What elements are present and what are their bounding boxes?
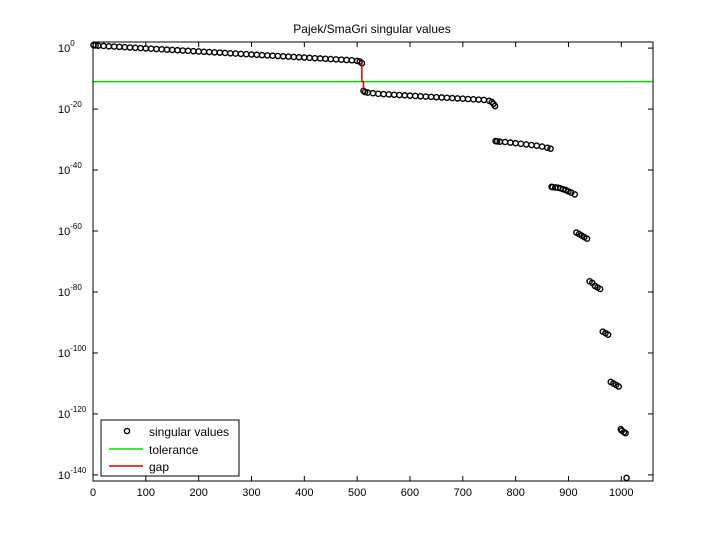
y-tick-label: 100 [58,39,75,55]
x-tick-label: 700 [454,487,472,499]
axes-box [92,41,654,482]
y-tick-label: 10-80 [58,283,82,299]
singular-value-point [571,191,579,198]
singular-value-point [544,144,551,152]
x-tick-label: 100 [137,487,155,499]
axes: 0 100 200 300 400 500 600 700 800 900 1000 100 10-20… [58,39,654,499]
x-tick-label: 0 [90,487,96,499]
y-tick-label: 10-100 [58,344,87,360]
x-tick-label: 900 [559,487,577,499]
singular-value-point [547,145,554,153]
singular-value-point [622,429,629,437]
y-tick-label: 10-40 [58,161,82,177]
x-tick-label: 1000 [609,487,633,499]
legend-label-singular-values: singular values [149,425,229,439]
x-tick-label: 400 [295,487,313,499]
legend-label-gap: gap [149,460,169,474]
singular-value-point [615,383,622,390]
x-tick-label: 300 [242,487,260,499]
singular-value-point [583,235,591,242]
singular-value-point [493,138,501,145]
y-tick-label: 10-120 [58,405,87,421]
y-tick-label: 10-60 [58,222,82,238]
x-tick-label: 800 [506,487,524,499]
y-tick-label: 10-140 [58,466,87,482]
x-tick-label: 200 [189,487,207,499]
chart-title: Pajek/SmaGri singular values [293,22,450,36]
x-tick-label: 600 [401,487,419,499]
singular-value-point [596,285,604,293]
legend: singular values tolerance gap [100,419,240,477]
legend-marker-singular-values [123,427,131,435]
y-tick-label: 10-20 [58,100,82,116]
singular-value-point [604,331,612,338]
singular-value-point [491,102,499,110]
singular-value-point [361,88,369,96]
x-tick-label: 500 [348,487,366,499]
gap-line [361,60,365,91]
legend-label-tolerance: tolerance [149,443,199,457]
plot-area [90,41,653,482]
